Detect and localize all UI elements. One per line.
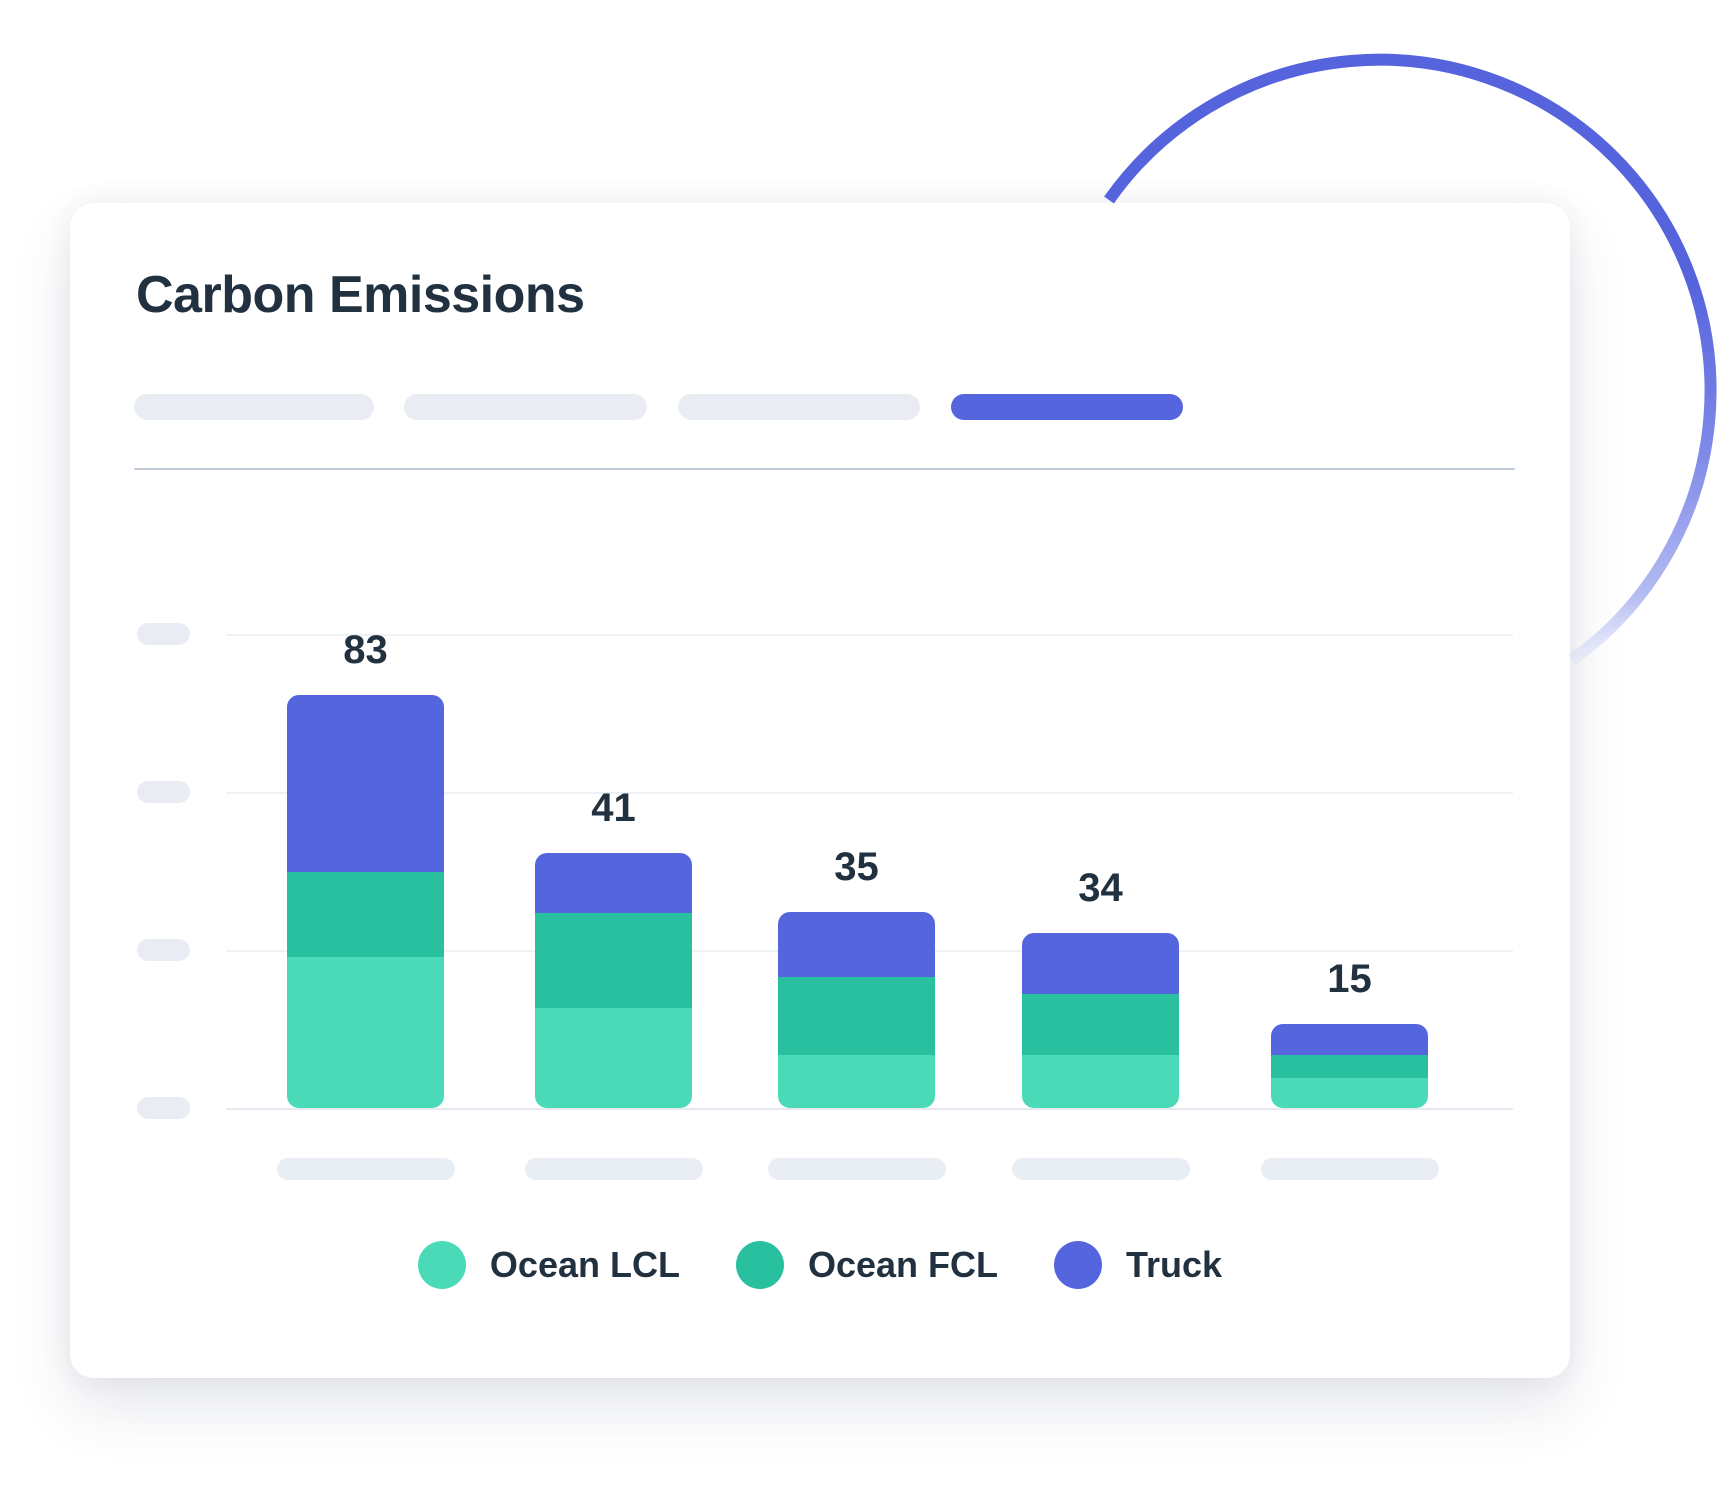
y-tick-placeholder (137, 939, 190, 961)
stacked-bar (1022, 933, 1179, 1108)
bar-segment-fcl (1271, 1055, 1428, 1078)
y-tick-placeholder (137, 781, 190, 803)
x-axis-label-placeholder (524, 1158, 703, 1180)
chart-card: Carbon Emissions 83 41 35 34 15 Ocean LCL Oc… (70, 203, 1570, 1378)
stacked-bar (1271, 1024, 1428, 1108)
y-tick-placeholder (137, 623, 190, 645)
bar-segment-fcl (287, 872, 444, 957)
tab-placeholder-3[interactable] (678, 394, 920, 420)
bar-segment-fcl (535, 913, 692, 1008)
stacked-bar (778, 912, 935, 1108)
legend-swatch-ocean-fcl-icon (735, 1241, 784, 1289)
bar-segment-truck (1271, 1024, 1428, 1055)
header-divider (134, 468, 1515, 470)
bar-value-label: 35 (834, 845, 879, 889)
x-axis-label-placeholder (1011, 1158, 1190, 1180)
bar-segment-truck (778, 912, 935, 977)
bar-segment-lcl (1022, 1055, 1179, 1108)
x-axis-label-placeholder (767, 1158, 946, 1180)
gridline-baseline (226, 1108, 1513, 1110)
bar-segment-truck (287, 695, 444, 872)
gridline (226, 792, 1513, 794)
legend-item-truck[interactable]: Truck (1054, 1241, 1222, 1289)
bar-segment-fcl (778, 977, 935, 1055)
stacked-bar (535, 853, 692, 1108)
x-axis-label-placeholder (1260, 1158, 1439, 1180)
bar-value-label: 41 (591, 786, 636, 830)
bar-value-label: 83 (343, 628, 388, 672)
stacked-bar (287, 695, 444, 1108)
tab-placeholder-1[interactable] (134, 394, 374, 420)
y-tick-placeholder (137, 1097, 190, 1119)
legend-item-ocean-fcl[interactable]: Ocean FCL (735, 1241, 999, 1289)
legend-label: Ocean FCL (807, 1244, 999, 1285)
chart-area: 83 41 35 34 15 (70, 203, 1570, 1378)
bar-segment-lcl (287, 957, 444, 1108)
bar-segment-lcl (1271, 1078, 1428, 1108)
x-axis-label-placeholder (276, 1158, 455, 1180)
legend-label: Ocean LCL (489, 1244, 680, 1285)
filter-tabs (70, 394, 1570, 420)
bar-segment-lcl (778, 1055, 935, 1108)
legend-swatch-ocean-lcl-icon (417, 1241, 466, 1289)
legend-swatch-truck-icon (1054, 1241, 1103, 1289)
tab-placeholder-2[interactable] (404, 394, 647, 420)
bar-segment-lcl (535, 1008, 692, 1108)
card-title: Carbon Emissions (136, 266, 585, 324)
legend-item-ocean-lcl[interactable]: Ocean LCL (417, 1241, 680, 1289)
chart-legend: Ocean LCL Ocean FCL Truck (70, 1241, 1570, 1289)
legend-label: Truck (1126, 1244, 1223, 1285)
bar-value-label: 15 (1327, 957, 1372, 1001)
bar-value-label: 34 (1078, 866, 1123, 910)
bar-segment-truck (1022, 933, 1179, 994)
bar-segment-fcl (1022, 994, 1179, 1055)
bar-segment-truck (535, 853, 692, 913)
gridline (226, 634, 1513, 636)
